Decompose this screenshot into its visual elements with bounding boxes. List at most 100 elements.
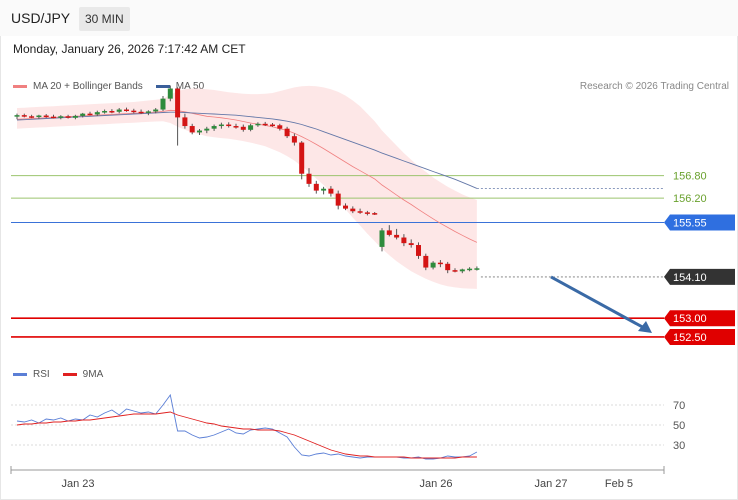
candle-body <box>167 88 173 99</box>
candle-body <box>430 262 436 268</box>
candle-body <box>328 188 334 194</box>
datetime-label: Monday, January 26, 2026 7:17:42 AM CET <box>13 42 246 56</box>
candle-body <box>109 111 115 113</box>
level-label-support: 152.50 <box>673 332 707 344</box>
ma50-legend-label: MA 50 <box>175 81 205 92</box>
candle-body <box>459 269 465 272</box>
time-tick-label: Jan 26 <box>419 478 452 490</box>
candle-body <box>51 116 56 119</box>
candle-body <box>321 188 327 191</box>
candle-body <box>255 123 261 126</box>
candle-body <box>124 109 129 112</box>
candle-body <box>226 124 232 127</box>
candle-body <box>291 136 297 143</box>
forecast-arrow-line <box>550 275 647 331</box>
candle-body <box>416 245 421 256</box>
candle-body <box>306 173 312 184</box>
candle-body <box>43 115 49 118</box>
rsi-legend: RSI 9MA <box>13 369 103 380</box>
rsi-tick-label: 50 <box>673 420 685 432</box>
candle-body <box>87 113 93 116</box>
ma20-line <box>16 109 478 243</box>
main-legend: MA 20 + Bollinger Bands MA 50 <box>13 81 204 92</box>
forecast-arrow-head <box>638 320 652 333</box>
candle-body <box>445 263 451 271</box>
candle-body <box>437 262 443 265</box>
candle-body <box>467 268 473 271</box>
candle-body <box>94 112 100 115</box>
rsi-ma-legend-swatch <box>62 373 77 376</box>
candle-body <box>145 111 151 113</box>
candle-body <box>401 237 407 244</box>
level-label-last: 154.10 <box>673 272 707 284</box>
time-tick-label: Feb 5 <box>605 478 633 490</box>
candle-body <box>116 109 122 112</box>
candle-body <box>204 128 210 131</box>
level-tag-pivot <box>664 214 735 231</box>
candle-body <box>350 208 356 212</box>
level-label-resistance: 156.80 <box>673 171 707 183</box>
candle-body <box>270 124 275 127</box>
ma20-legend-swatch <box>13 85 27 88</box>
level-label-support: 153.00 <box>673 313 707 325</box>
candle-body <box>160 98 166 110</box>
candle-body <box>175 88 181 118</box>
ma50-legend-swatch <box>155 85 170 88</box>
rsi-legend-swatch <box>13 373 27 376</box>
candle-body <box>474 268 480 270</box>
symbol-label[interactable]: USD/JPY <box>11 10 71 26</box>
candle-body <box>299 142 305 174</box>
candle-body <box>189 126 195 133</box>
candle-body <box>262 123 268 126</box>
candle-body <box>452 270 458 272</box>
rsi-tick-label: 30 <box>673 440 685 452</box>
candle-body <box>386 230 392 235</box>
header-bar: USD/JPY 30 MIN <box>0 0 738 36</box>
candle-body <box>14 115 20 117</box>
rsi-series-9ma <box>16 411 477 459</box>
candle-body <box>233 126 239 128</box>
ma20-legend-label: MA 20 + Bollinger Bands <box>33 81 143 92</box>
candle-body <box>72 115 78 118</box>
candle-body <box>284 128 290 137</box>
timeframe-button[interactable]: 30 MIN <box>79 7 130 31</box>
rsi-ma-legend-label: 9MA <box>82 369 104 380</box>
candle-body <box>248 125 254 130</box>
rsi-series-rsi <box>16 393 478 460</box>
level-label-pivot: 155.55 <box>673 218 707 230</box>
candle-body <box>343 205 348 209</box>
candle-body <box>335 193 341 206</box>
time-tick-label: Jan 27 <box>534 478 567 490</box>
candle-body <box>218 124 224 127</box>
credit-label: Research © 2026 Trading Central <box>579 81 729 92</box>
candle-body <box>277 125 283 129</box>
rsi-legend-label: RSI <box>33 369 50 380</box>
ma50-line <box>16 111 478 189</box>
candle-body <box>372 213 378 215</box>
candle-body <box>197 130 202 133</box>
candle-body <box>102 111 108 113</box>
candle-body <box>313 183 319 191</box>
candle-body <box>394 234 400 238</box>
bollinger-band <box>17 85 477 289</box>
candle-body <box>211 126 217 129</box>
candle-body <box>364 212 370 214</box>
candle-body <box>80 113 86 116</box>
candle-body <box>153 109 159 112</box>
time-tick-label: Jan 23 <box>61 478 94 490</box>
rsi-tick-label: 70 <box>673 400 685 412</box>
candle-body <box>240 126 246 130</box>
candle-body <box>182 117 188 127</box>
candle-body <box>423 255 429 268</box>
level-label-resistance: 156.20 <box>673 193 707 205</box>
level-tag-support <box>664 328 735 345</box>
candle-body <box>379 230 385 247</box>
candle-body <box>357 211 363 213</box>
level-tag-last <box>664 268 735 285</box>
candle-body <box>21 115 27 117</box>
candle-body <box>29 116 35 118</box>
candle-body <box>408 243 414 246</box>
candle-body <box>65 116 71 118</box>
candle-body <box>36 115 42 118</box>
